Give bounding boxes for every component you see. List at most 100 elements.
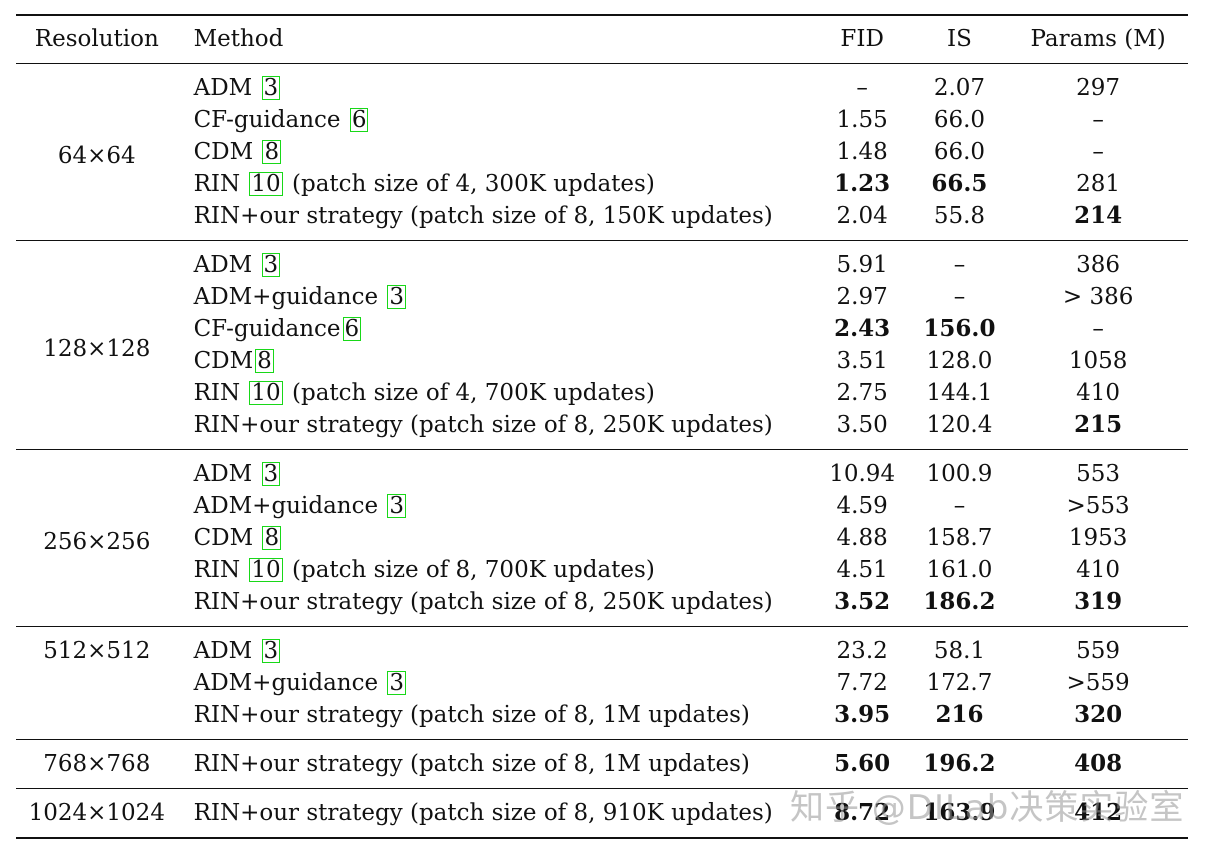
- params-cell: 214: [1074, 201, 1123, 229]
- fid-cell: 10.94: [829, 460, 896, 487]
- fid-cell: 8.72: [834, 798, 891, 826]
- citation-link[interactable]: 8: [255, 347, 274, 374]
- method-name: RIN: [193, 379, 248, 406]
- fid-cell: 23.2: [836, 637, 888, 664]
- params-cell: 319: [1074, 587, 1123, 615]
- method-name: RIN+our strategy (patch size of 8, 150K …: [193, 202, 773, 229]
- method-cell: ADM+guidance 3: [178, 667, 814, 699]
- params-cell: 215: [1074, 410, 1123, 438]
- resolution-cell: 1024×1024: [28, 799, 165, 826]
- is-cell: –: [953, 492, 966, 519]
- method-name: ADM+guidance: [193, 492, 386, 519]
- params-cell: >559: [1066, 669, 1130, 696]
- citation-link[interactable]: 3: [387, 283, 407, 310]
- method-cell: RIN 10 (patch size of 4, 700K updates): [178, 377, 814, 409]
- citation-link[interactable]: 6: [342, 315, 362, 342]
- fid-cell: 3.50: [836, 411, 888, 438]
- table-row: ADM+guidance 3 7.72 172.7 >559: [16, 667, 1188, 699]
- params-cell: 408: [1074, 749, 1123, 777]
- table-row: RIN+our strategy (patch size of 8, 250K …: [16, 409, 1188, 450]
- citation-link[interactable]: 3: [387, 669, 407, 696]
- is-cell: 158.7: [926, 524, 993, 551]
- citation-link[interactable]: 3: [261, 460, 281, 487]
- citation-link[interactable]: 10: [249, 170, 283, 197]
- fid-cell: 2.04: [836, 202, 888, 229]
- method-cell: RIN+our strategy (patch size of 8, 1M up…: [178, 699, 814, 740]
- table-row: 64×64 ADM 3 – 2.07 297: [16, 63, 1188, 169]
- method-cell: RIN+our strategy (patch size of 8, 150K …: [178, 200, 814, 241]
- params-cell: 559: [1076, 637, 1121, 664]
- is-cell: 172.7: [926, 669, 993, 696]
- method-name: ADM: [193, 460, 260, 487]
- is-cell: 128.0: [926, 347, 993, 374]
- params-cell: 320: [1074, 700, 1123, 728]
- table-row: RIN+our strategy (patch size of 8, 1M up…: [16, 699, 1188, 740]
- method-cell: ADM 3: [178, 449, 814, 490]
- method-name: RIN+our strategy (patch size of 8, 250K …: [193, 411, 773, 438]
- method-cell: CDM 8: [178, 522, 814, 554]
- method-detail: (patch size of 4, 300K updates): [284, 170, 655, 197]
- fid-cell: 3.52: [834, 587, 891, 615]
- fid-cell: 3.51: [836, 347, 888, 374]
- method-cell: ADM 3: [178, 63, 814, 104]
- fid-cell: 4.51: [836, 556, 888, 583]
- params-cell: 410: [1076, 556, 1121, 583]
- is-cell: 186.2: [923, 587, 996, 615]
- is-cell: 66.0: [933, 106, 986, 133]
- method-name: CDM: [193, 524, 261, 551]
- params-cell: –: [1092, 315, 1104, 342]
- method-cell: RIN+our strategy (patch size of 8, 1M up…: [178, 739, 814, 788]
- table-row: 512×512 ADM 3 23.2 58.1 559: [16, 626, 1188, 667]
- fid-cell: 5.91: [836, 251, 888, 278]
- method-cell: CF-guidance 6: [178, 104, 814, 136]
- params-cell: –: [1092, 138, 1104, 165]
- method-name: ADM+guidance: [193, 283, 386, 310]
- is-cell: 120.4: [926, 411, 993, 438]
- is-cell: –: [953, 251, 966, 278]
- method-name: RIN+our strategy (patch size of 8, 250K …: [193, 588, 773, 615]
- method-name: CF-guidance: [193, 315, 341, 342]
- table-row: 256×256 ADM 3 10.94 100.9 553: [16, 449, 1188, 555]
- citation-link[interactable]: 3: [261, 74, 281, 101]
- table-row: 768×768 RIN+our strategy (patch size of 8…: [16, 739, 1188, 788]
- table-row: CDM 8 3.51 128.0 1058: [16, 345, 1188, 377]
- citation-link[interactable]: 6: [349, 106, 369, 133]
- results-table-body: Resolution Method FID IS Params (M) 64×6…: [16, 15, 1188, 838]
- citation-link[interactable]: 3: [387, 492, 407, 519]
- is-cell: 100.9: [926, 460, 993, 487]
- is-cell: 144.1: [926, 379, 993, 406]
- table-row: RIN 10 (patch size of 8, 700K updates) 4.…: [16, 554, 1188, 586]
- table-row: CF-guidance 6 1.55 66.0 –: [16, 104, 1188, 136]
- method-cell: ADM+guidance 3: [178, 490, 814, 522]
- fid-cell: 4.88: [836, 524, 888, 551]
- table-row: ADM+guidance 3 2.97 – > 386: [16, 281, 1188, 313]
- method-detail: (patch size of 8, 700K updates): [284, 556, 655, 583]
- params-cell: 412: [1074, 798, 1123, 826]
- method-name: RIN: [193, 170, 248, 197]
- fid-cell: –: [856, 74, 868, 101]
- method-cell: CF-guidance 6: [178, 313, 814, 345]
- method-name: RIN+our strategy (patch size of 8, 1M up…: [193, 701, 750, 728]
- citation-link[interactable]: 8: [262, 138, 282, 165]
- citation-link[interactable]: 3: [261, 251, 281, 278]
- method-cell: RIN 10 (patch size of 4, 300K updates): [178, 168, 814, 200]
- method-name: CDM: [193, 347, 254, 374]
- params-cell: –: [1092, 106, 1104, 133]
- is-cell: 163.9: [923, 798, 996, 826]
- method-cell: RIN+our strategy (patch size of 8, 910K …: [178, 788, 814, 838]
- is-cell: 66.5: [931, 169, 988, 197]
- params-cell: >553: [1066, 492, 1130, 519]
- method-name: ADM: [193, 637, 260, 664]
- is-cell: 55.8: [933, 202, 986, 229]
- table-row: CF-guidance 6 2.43 156.0 –: [16, 313, 1188, 345]
- params-cell: 386: [1076, 251, 1121, 278]
- results-table: Resolution Method FID IS Params (M) 64×6…: [16, 14, 1188, 839]
- citation-link[interactable]: 10: [249, 556, 283, 583]
- citation-link[interactable]: 10: [249, 379, 283, 406]
- header-is: IS: [947, 26, 972, 53]
- table-row: CDM 8 4.88 158.7 1953: [16, 522, 1188, 554]
- citation-link[interactable]: 3: [261, 637, 281, 664]
- citation-link[interactable]: 8: [262, 524, 282, 551]
- header-params: Params (M): [1030, 26, 1166, 53]
- is-cell: –: [953, 283, 966, 310]
